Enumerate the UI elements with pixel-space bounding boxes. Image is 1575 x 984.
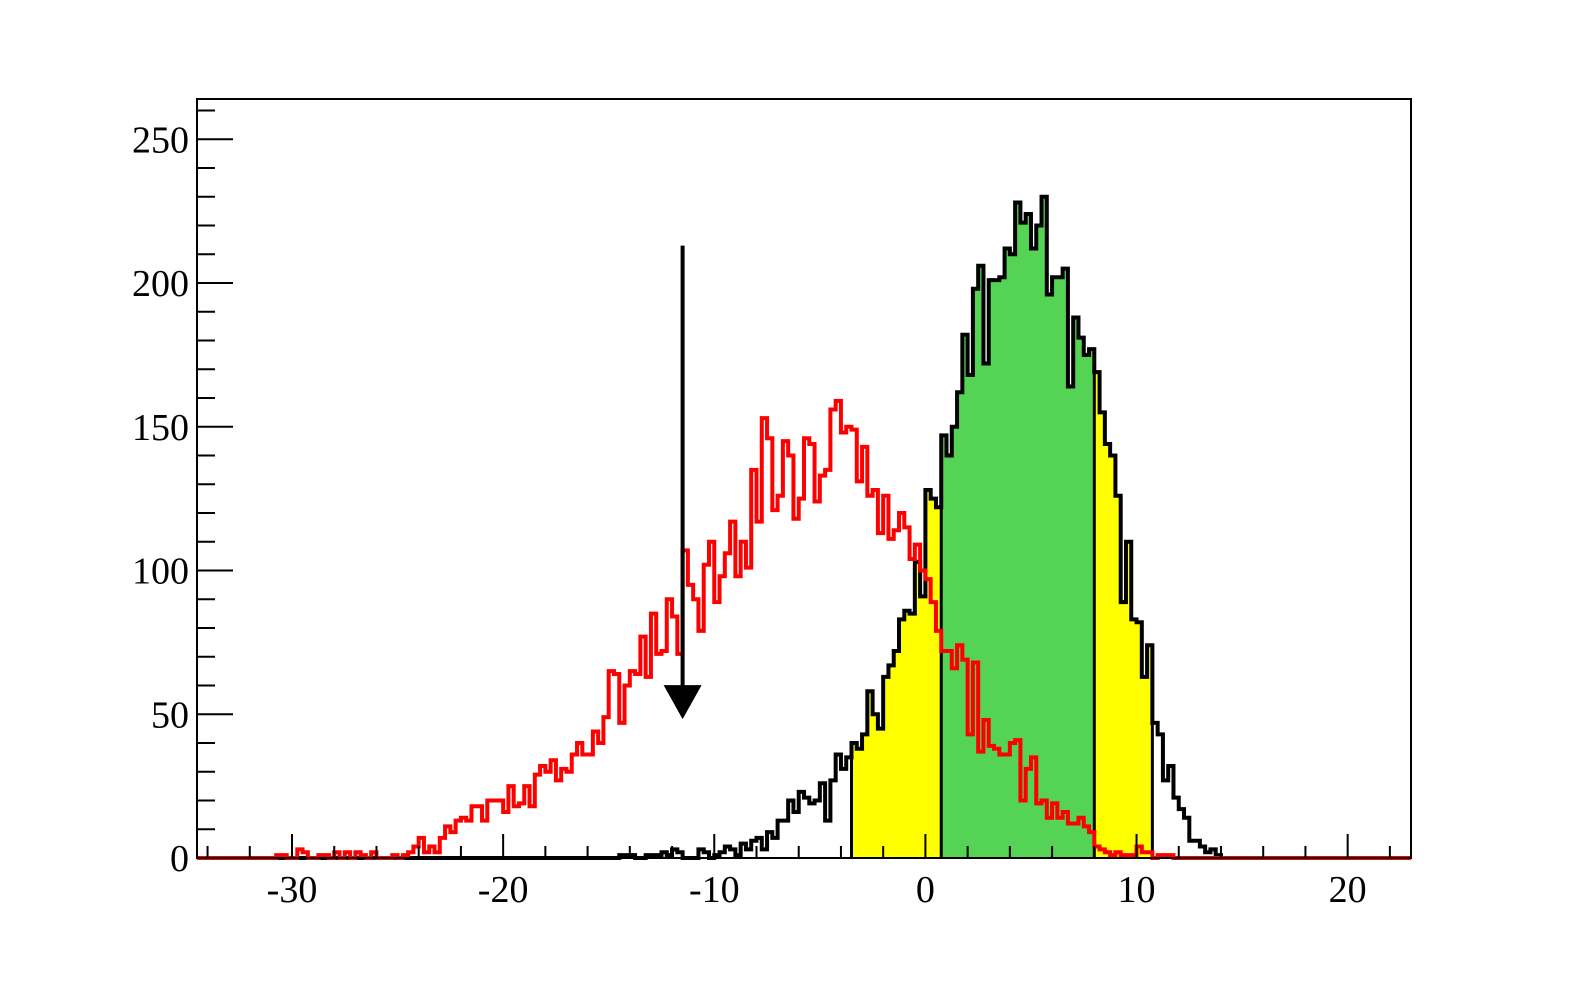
x-axis: -30 -20 -10 0 10 20 [206,834,1391,911]
histogram-series-1 [197,398,1411,860]
x-tick-label: -10 [689,869,740,911]
shaded-bands [850,196,1154,858]
shaded-band-2 [941,196,1095,858]
x-tick-label: -20 [478,869,529,911]
y-tick-label: 250 [132,119,189,161]
x-tick-label: 20 [1329,869,1367,911]
annotation-arrow [663,245,702,720]
y-tick-label: 150 [132,407,189,449]
histogram-lines [197,194,1411,860]
y-axis: 0 50 100 150 200 250 [132,109,233,880]
y-tick-label: 50 [151,694,189,736]
x-tick-label: -30 [267,869,318,911]
y-tick-label: 0 [170,838,189,880]
x-tick-label: 10 [1118,869,1156,911]
histogram-series-2 [197,194,1411,860]
y-tick-label: 100 [132,551,189,593]
y-tick-label: 200 [132,263,189,305]
arrow-head [663,685,702,720]
plot-frame [196,98,1412,859]
x-tick-label: 0 [916,869,935,911]
